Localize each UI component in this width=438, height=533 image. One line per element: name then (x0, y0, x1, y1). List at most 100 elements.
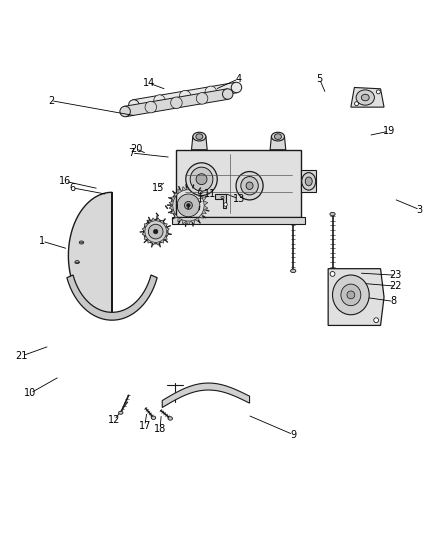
Ellipse shape (236, 172, 263, 200)
Polygon shape (182, 187, 186, 191)
Ellipse shape (341, 284, 361, 305)
Text: 22: 22 (389, 281, 402, 291)
Polygon shape (201, 210, 206, 214)
Ellipse shape (347, 291, 355, 299)
Ellipse shape (120, 106, 131, 117)
Polygon shape (191, 220, 195, 224)
Ellipse shape (196, 174, 207, 184)
Text: 23: 23 (390, 270, 402, 280)
Text: 14: 14 (143, 78, 155, 88)
Ellipse shape (332, 275, 369, 315)
Text: 4: 4 (236, 74, 242, 84)
Polygon shape (68, 192, 112, 319)
Text: 5: 5 (316, 74, 322, 84)
Ellipse shape (177, 194, 200, 217)
Ellipse shape (75, 261, 79, 264)
Ellipse shape (305, 177, 312, 185)
Polygon shape (173, 192, 178, 197)
Polygon shape (163, 236, 167, 239)
Polygon shape (162, 383, 250, 408)
Ellipse shape (241, 176, 258, 195)
Polygon shape (169, 201, 173, 205)
Text: 2: 2 (48, 95, 54, 106)
Ellipse shape (198, 190, 202, 194)
Ellipse shape (193, 132, 206, 141)
Polygon shape (124, 89, 229, 117)
Polygon shape (195, 189, 199, 193)
Polygon shape (155, 218, 160, 222)
Text: 6: 6 (70, 183, 76, 193)
Ellipse shape (148, 224, 163, 239)
Ellipse shape (171, 97, 182, 109)
Ellipse shape (272, 132, 285, 141)
Ellipse shape (144, 220, 168, 244)
Polygon shape (173, 214, 178, 218)
Ellipse shape (302, 173, 316, 190)
Ellipse shape (223, 89, 233, 99)
Ellipse shape (154, 95, 165, 107)
Ellipse shape (168, 417, 173, 420)
Ellipse shape (356, 90, 374, 105)
Polygon shape (148, 220, 152, 224)
Ellipse shape (129, 100, 139, 110)
Text: 18: 18 (154, 424, 166, 434)
Polygon shape (155, 241, 160, 245)
Ellipse shape (224, 203, 227, 206)
Polygon shape (178, 217, 182, 222)
Ellipse shape (196, 93, 208, 104)
Polygon shape (142, 228, 145, 231)
Text: 13: 13 (233, 194, 245, 204)
Polygon shape (195, 217, 199, 222)
Polygon shape (215, 195, 226, 207)
Polygon shape (186, 185, 191, 190)
Polygon shape (199, 214, 203, 218)
Ellipse shape (190, 167, 213, 191)
Polygon shape (172, 217, 305, 224)
Ellipse shape (151, 416, 155, 419)
Ellipse shape (187, 204, 190, 207)
Ellipse shape (119, 411, 123, 414)
Text: 8: 8 (391, 296, 397, 306)
Text: 10: 10 (24, 388, 36, 398)
Ellipse shape (186, 163, 217, 196)
Ellipse shape (145, 101, 156, 113)
Polygon shape (351, 87, 384, 107)
Ellipse shape (153, 229, 158, 234)
Text: 17: 17 (138, 421, 151, 431)
Ellipse shape (246, 182, 253, 189)
Polygon shape (191, 136, 207, 150)
Polygon shape (166, 228, 170, 231)
Ellipse shape (330, 212, 335, 216)
Polygon shape (201, 197, 206, 201)
Polygon shape (163, 224, 167, 228)
Text: 20: 20 (130, 143, 142, 154)
Polygon shape (170, 210, 175, 214)
Text: 1: 1 (39, 236, 45, 246)
Ellipse shape (355, 102, 358, 106)
Polygon shape (166, 231, 170, 236)
Text: 9: 9 (290, 430, 296, 440)
Polygon shape (270, 136, 286, 150)
Polygon shape (178, 189, 182, 193)
Polygon shape (160, 220, 163, 224)
Text: 3: 3 (417, 205, 423, 215)
Ellipse shape (330, 269, 335, 272)
Ellipse shape (184, 201, 192, 209)
Ellipse shape (171, 188, 206, 223)
Ellipse shape (330, 271, 335, 276)
Ellipse shape (205, 86, 216, 98)
Ellipse shape (221, 197, 224, 199)
Polygon shape (67, 275, 157, 320)
Polygon shape (182, 220, 186, 224)
Polygon shape (133, 82, 237, 110)
Polygon shape (148, 239, 152, 243)
Polygon shape (160, 239, 163, 243)
Polygon shape (199, 192, 203, 197)
Ellipse shape (374, 318, 378, 322)
Ellipse shape (180, 91, 191, 102)
Polygon shape (142, 231, 145, 236)
Polygon shape (152, 218, 155, 222)
Ellipse shape (290, 269, 296, 272)
Polygon shape (169, 205, 173, 210)
Ellipse shape (79, 241, 84, 244)
